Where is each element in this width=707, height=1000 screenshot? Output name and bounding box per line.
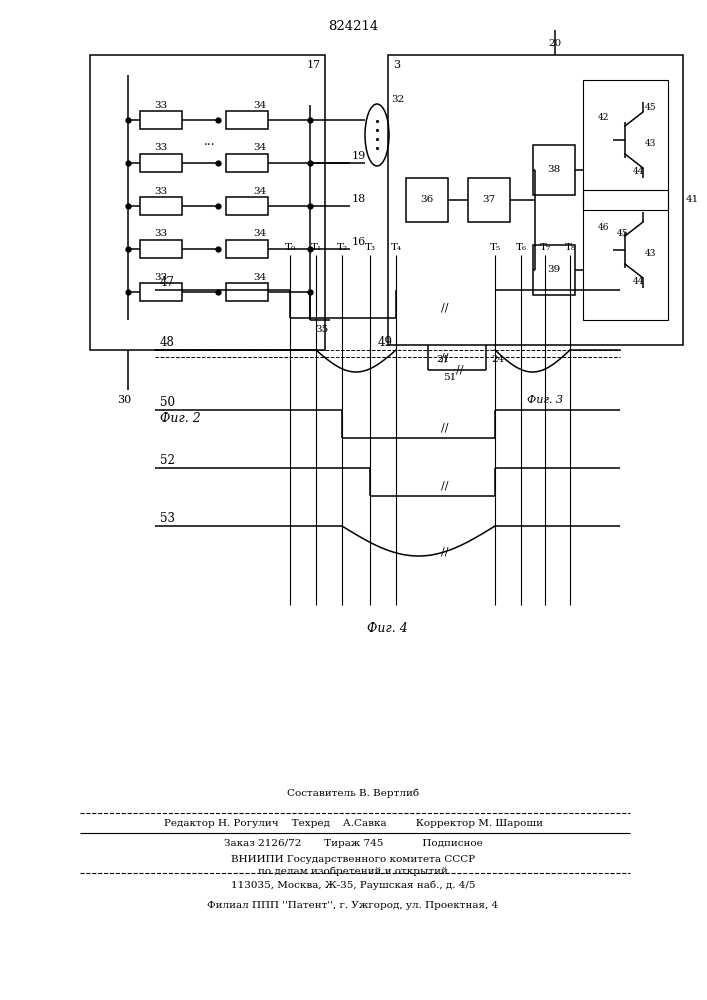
Text: Составитель В. Вертлиб: Составитель В. Вертлиб: [287, 788, 419, 798]
Bar: [583, 190, 668, 320]
Text: 34: 34: [252, 101, 266, 109]
Text: 3: 3: [393, 60, 400, 70]
Text: 34: 34: [252, 143, 266, 152]
Text: 44: 44: [633, 167, 645, 176]
Text: //: //: [441, 423, 449, 433]
Text: //: //: [441, 481, 449, 491]
Text: 34: 34: [252, 272, 266, 282]
Text: 21: 21: [436, 355, 450, 363]
Text: 53: 53: [160, 512, 175, 526]
Bar: [533, 245, 575, 295]
Text: T₂: T₂: [337, 242, 348, 251]
Text: 18: 18: [352, 194, 366, 204]
Text: 39: 39: [547, 265, 561, 274]
Bar: [583, 80, 668, 210]
Text: 42: 42: [597, 113, 609, 122]
Text: Фиг. 3: Фиг. 3: [527, 395, 563, 405]
Text: T₃: T₃: [365, 242, 375, 251]
Text: 45: 45: [645, 104, 657, 112]
Text: 33: 33: [154, 186, 168, 196]
Bar: [140, 111, 182, 129]
Bar: [226, 283, 268, 301]
Text: 51: 51: [443, 372, 457, 381]
Bar: [406, 178, 448, 222]
Text: T₄: T₄: [390, 242, 402, 251]
Text: 16: 16: [352, 237, 366, 247]
Bar: [226, 197, 268, 215]
Text: T₅: T₅: [489, 242, 501, 251]
Bar: [140, 197, 182, 215]
Text: Заказ 2126/72       Тираж 745            Подписное: Заказ 2126/72 Тираж 745 Подписное: [223, 838, 482, 848]
Text: 24: 24: [491, 355, 505, 363]
Text: //: //: [441, 353, 449, 363]
Text: 32: 32: [391, 96, 404, 104]
Text: T₈: T₈: [564, 242, 575, 251]
Text: 41: 41: [686, 196, 699, 205]
Bar: [140, 283, 182, 301]
Text: 50: 50: [160, 396, 175, 410]
Text: 43: 43: [645, 249, 656, 258]
Text: 824214: 824214: [328, 19, 378, 32]
Text: ...: ...: [204, 135, 216, 148]
Text: 33: 33: [154, 143, 168, 152]
Bar: [140, 240, 182, 258]
Text: Редактор Н. Рогулич    Техред    А.Савка         Корректор М. Шароши: Редактор Н. Рогулич Техред А.Савка Корре…: [163, 818, 542, 828]
Text: 37: 37: [482, 196, 496, 205]
Text: 45: 45: [617, 230, 629, 238]
Text: 46: 46: [597, 224, 609, 232]
Text: 34: 34: [252, 230, 266, 238]
Text: ВНИИПИ Государственного комитета СССР: ВНИИПИ Государственного комитета СССР: [231, 854, 475, 863]
Text: 20: 20: [549, 38, 561, 47]
Text: 34: 34: [252, 186, 266, 196]
Text: 33: 33: [154, 230, 168, 238]
Bar: [226, 111, 268, 129]
Text: Филиал ППП ''Патент'', г. Ужгород, ул. Проектная, 4: Филиал ППП ''Патент'', г. Ужгород, ул. П…: [207, 900, 498, 910]
Text: 19: 19: [352, 151, 366, 161]
Text: T₆: T₆: [515, 242, 527, 251]
Text: 48: 48: [160, 336, 175, 350]
Text: //: //: [441, 303, 449, 313]
Text: 47: 47: [160, 276, 175, 290]
Text: T₇: T₇: [539, 242, 551, 251]
Bar: [90, 55, 325, 350]
Text: Фиг. 4: Фиг. 4: [367, 621, 407, 635]
Text: 44: 44: [633, 277, 645, 286]
Bar: [533, 145, 575, 195]
Bar: [468, 178, 510, 222]
Text: по делам изобретений и открытий: по делам изобретений и открытий: [258, 866, 448, 876]
Text: T₀: T₀: [284, 242, 296, 251]
Bar: [226, 240, 268, 258]
Bar: [140, 154, 182, 172]
Text: 38: 38: [547, 165, 561, 174]
Bar: [226, 154, 268, 172]
Text: //: //: [456, 365, 464, 375]
Text: 35: 35: [315, 326, 328, 334]
Text: 33: 33: [154, 101, 168, 109]
Text: 33: 33: [154, 272, 168, 282]
Text: 30: 30: [117, 395, 131, 405]
Text: 17: 17: [307, 60, 321, 70]
Text: 43: 43: [645, 139, 656, 148]
Text: T₁: T₁: [310, 242, 322, 251]
Text: 36: 36: [421, 196, 433, 205]
Text: 52: 52: [160, 454, 175, 468]
Text: 49: 49: [378, 336, 393, 350]
Text: 113035, Москва, Ж-35, Раушская наб., д. 4/5: 113035, Москва, Ж-35, Раушская наб., д. …: [230, 880, 475, 890]
Text: Фиг. 2: Фиг. 2: [160, 412, 200, 424]
Text: //: //: [441, 546, 449, 556]
Bar: [388, 55, 683, 345]
